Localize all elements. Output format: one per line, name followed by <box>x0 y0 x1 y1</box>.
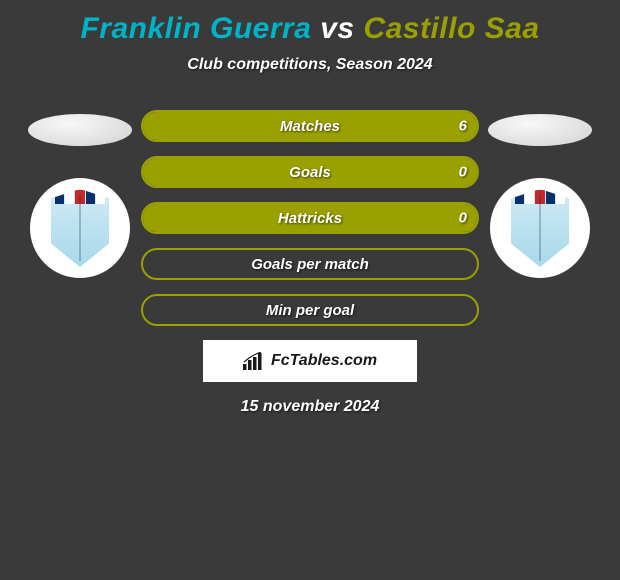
vs-text: vs <box>320 12 354 45</box>
player1-name: Franklin Guerra <box>80 12 311 45</box>
stat-value-p2: 0 <box>459 164 467 181</box>
subtitle: Club competitions, Season 2024 <box>0 56 620 74</box>
player1-club-badge <box>30 178 130 278</box>
player2-column <box>480 110 600 278</box>
stat-label: Matches <box>280 118 340 135</box>
date-text: 15 november 2024 <box>0 398 620 416</box>
page-title: Franklin Guerra vs Castillo Saa <box>0 0 620 46</box>
stat-bar: Goals 0 <box>141 156 479 188</box>
chart-icon <box>243 352 265 370</box>
stat-bar: Hattricks 0 <box>141 202 479 234</box>
player2-club-badge <box>490 178 590 278</box>
stat-bar: Min per goal <box>141 294 479 326</box>
player2-photo <box>488 114 592 146</box>
stat-value-p2: 6 <box>459 118 467 135</box>
player1-column <box>20 110 140 278</box>
player2-name: Castillo Saa <box>363 12 539 45</box>
comparison-main: Matches 6 Goals 0 Hattricks 0 Goals per match M… <box>0 110 620 326</box>
stat-label: Min per goal <box>266 302 354 319</box>
player1-photo <box>28 114 132 146</box>
stat-label: Goals per match <box>251 256 369 273</box>
stat-label: Hattricks <box>278 210 342 227</box>
stat-value-p2: 0 <box>459 210 467 227</box>
brand-text: FcTables.com <box>271 352 377 370</box>
stat-bars: Matches 6 Goals 0 Hattricks 0 Goals per match M… <box>140 110 480 326</box>
stat-bar: Matches 6 <box>141 110 479 142</box>
brand-box: FcTables.com <box>203 340 417 382</box>
stat-label: Goals <box>289 164 331 181</box>
stat-bar: Goals per match <box>141 248 479 280</box>
